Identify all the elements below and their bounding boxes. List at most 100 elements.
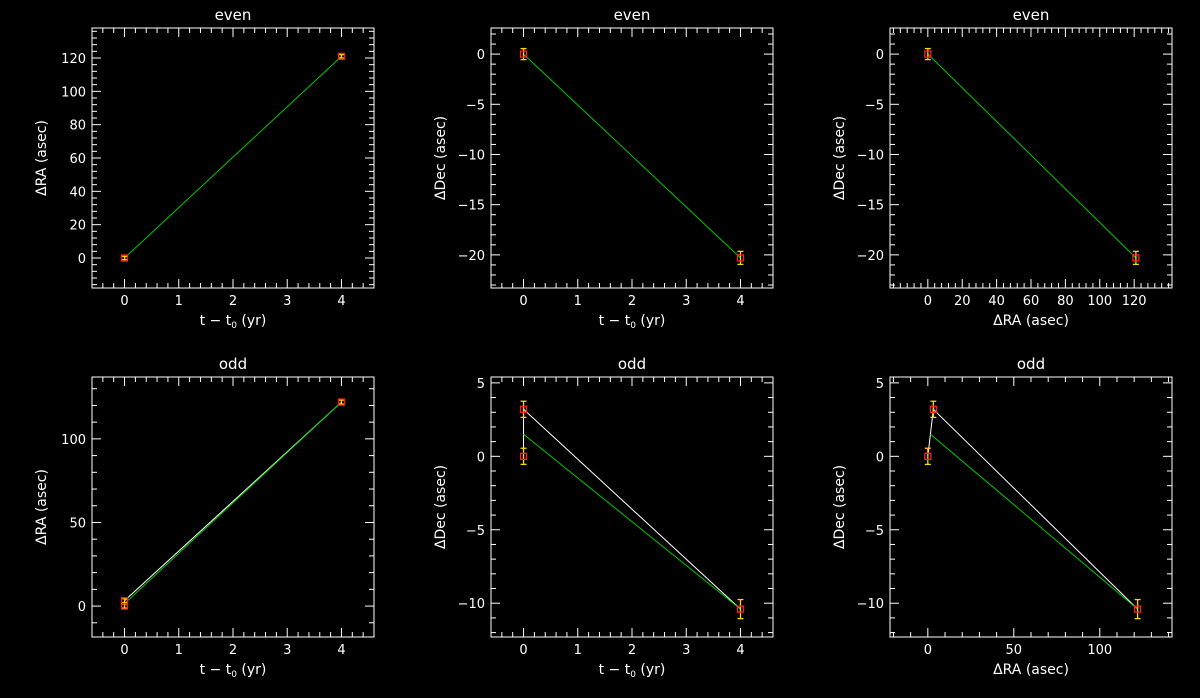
y-tick-label: 5: [477, 377, 485, 392]
y-tick-label: 100: [61, 433, 86, 448]
data-point: [736, 254, 745, 262]
x-tick-label: 3: [682, 294, 690, 309]
x-tick-label: 2: [229, 294, 237, 309]
data-point: [929, 405, 937, 413]
x-tick-label: 1: [574, 294, 582, 309]
y-axis-label: ΔRA (asec): [34, 120, 50, 196]
x-tick-label: 100: [1087, 643, 1112, 658]
x-tick-label: 50: [1006, 643, 1023, 658]
x-axis-label: t − t0 (yr): [599, 313, 666, 331]
y-axis-label: ΔDec (asec): [832, 465, 848, 549]
y-tick-label: −10: [458, 148, 485, 163]
x-tick-label: 2: [628, 643, 636, 658]
y-tick-label: 0: [477, 450, 485, 465]
y-tick-label: 0: [78, 600, 86, 615]
y-tick-label: 120: [61, 52, 86, 67]
plot-title: even: [215, 6, 252, 24]
x-tick-label: 4: [337, 294, 345, 309]
y-tick-label: −5: [466, 98, 485, 113]
x-axis-label: ΔRA (asec): [993, 313, 1069, 329]
x-tick-label: 3: [283, 294, 291, 309]
data-point: [736, 605, 745, 613]
panel-4: odd 0 1 2 3 4 0 50 100 t − t0 (yr) ΔRA (asec): [34, 355, 375, 680]
data-point: [337, 398, 346, 406]
series-group: [120, 398, 346, 610]
series-group: [120, 52, 346, 262]
x-tick-label: 0: [924, 643, 932, 658]
y-tick-label: −20: [458, 249, 485, 264]
plot-title: odd: [1017, 355, 1045, 373]
x-tick-label: 60: [1023, 294, 1040, 309]
data-point: [924, 50, 932, 58]
x-tick-label: 3: [283, 643, 291, 658]
plot-title: odd: [618, 355, 646, 373]
y-tick-label: −10: [857, 597, 884, 612]
panel-3: even 0 20 40 60 80 100 120 0 −5 −10 −15 −20 ΔRA (asec…: [832, 6, 1173, 329]
fit-line: [124, 401, 342, 604]
y-axis-label: ΔDec (asec): [433, 116, 449, 200]
x-tick-label: 120: [1122, 294, 1147, 309]
x-tick-label: 3: [682, 643, 690, 658]
x-tick-label: 1: [175, 643, 183, 658]
y-tick-label: −5: [865, 98, 884, 113]
y-tick-label: −20: [857, 249, 884, 264]
y-tick-label: 40: [69, 185, 86, 200]
y-tick-label: −5: [865, 524, 884, 539]
series-group: [519, 400, 745, 620]
y-axis-label: ΔDec (asec): [433, 465, 449, 549]
x-tick-label: 1: [175, 294, 183, 309]
data-point: [519, 452, 528, 460]
x-tick-label: 40: [988, 294, 1005, 309]
x-tick-label: 0: [519, 643, 527, 658]
y-tick-label: 100: [61, 85, 86, 100]
y-tick-label: −5: [466, 524, 485, 539]
x-tick-label: 20: [954, 294, 971, 309]
panel-5: odd 0 1 2 3 4 5 0 −5 −10 t − t0 (yr) ΔDec (asec): [433, 355, 774, 680]
x-tick-label: 0: [519, 294, 527, 309]
x-tick-label: 4: [736, 643, 744, 658]
x-tick-label: 0: [924, 294, 932, 309]
data-point: [519, 405, 528, 413]
y-axis-label: ΔRA (asec): [34, 469, 50, 545]
x-axis-label: t − t0 (yr): [599, 662, 666, 680]
series-group: [519, 47, 745, 266]
y-tick-label: 20: [69, 219, 86, 234]
series-group: [924, 400, 1142, 620]
y-tick-label: 50: [69, 516, 86, 531]
plot-title: even: [614, 6, 651, 24]
data-point: [120, 254, 129, 262]
data-point: [1132, 254, 1140, 262]
y-tick-label: 80: [69, 119, 86, 134]
x-tick-label: 100: [1087, 294, 1112, 309]
y-tick-label: −15: [458, 199, 485, 214]
data-point: [924, 452, 932, 460]
panel-2: even 0 1 2 3 4 0 −5 −10 −15 −20 t − t0 (yr) ΔDec (as…: [433, 6, 774, 331]
data-point: [519, 50, 528, 58]
y-tick-label: 60: [69, 152, 86, 167]
x-axis-label: t − t0 (yr): [200, 313, 267, 331]
data-point: [337, 52, 346, 60]
x-axis-label: t − t0 (yr): [200, 662, 267, 680]
y-tick-label: 0: [876, 48, 884, 63]
data-point: [1133, 605, 1142, 613]
plot-title: even: [1013, 6, 1050, 24]
x-tick-label: 4: [337, 643, 345, 658]
x-axis-label: ΔRA (asec): [993, 662, 1069, 678]
x-tick-label: 1: [574, 643, 582, 658]
y-tick-label: 0: [876, 450, 884, 465]
x-tick-label: 0: [120, 294, 128, 309]
y-tick-label: 0: [477, 48, 485, 63]
x-tick-label: 0: [120, 643, 128, 658]
fit-line: [927, 53, 1137, 259]
x-tick-label: 4: [736, 294, 744, 309]
fit-line: [930, 433, 1138, 610]
data-point: [120, 597, 129, 605]
y-tick-label: 5: [876, 377, 884, 392]
fit-line: [523, 433, 741, 610]
fit-line: [124, 55, 342, 259]
y-tick-label: −15: [857, 199, 884, 214]
